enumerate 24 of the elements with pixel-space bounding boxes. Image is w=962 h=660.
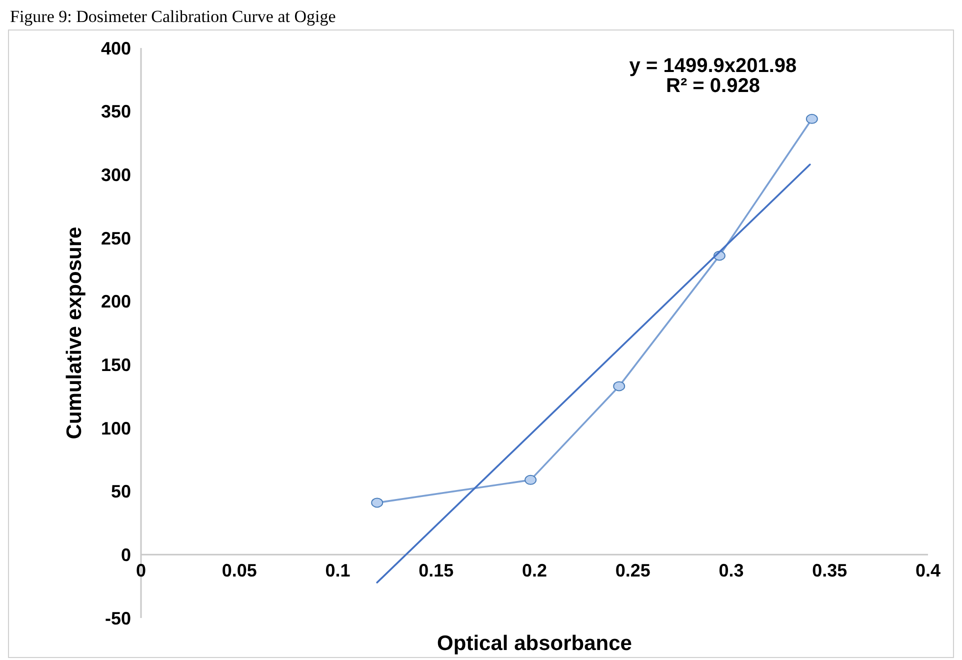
- x-tick-label: 0.4: [915, 560, 941, 581]
- y-tick-label: 100: [100, 418, 131, 438]
- y-tick-label: 250: [100, 228, 131, 248]
- annotation: y = 1499.9x201.98: [629, 55, 797, 77]
- y-tick-label: 50: [110, 482, 131, 502]
- y-axis-title: Cumulative exposure: [63, 226, 86, 440]
- y-tick-label: 0: [120, 544, 131, 565]
- x-tick-label: 0.2: [522, 560, 548, 581]
- annotation: R² = 0.928: [666, 75, 760, 97]
- x-tick-label: 0.3: [718, 560, 744, 581]
- y-tick-label: 150: [100, 354, 131, 375]
- x-tick-label: 0.1: [325, 560, 350, 581]
- y-tick-label: -50: [104, 608, 131, 628]
- x-tick-label: 0.15: [418, 560, 454, 581]
- x-axis-title: Optical absorbance: [437, 632, 632, 655]
- x-tick-label: 0.05: [222, 560, 257, 581]
- chart-title: Figure 9: Dosimeter Calibration Curve at Ogige: [10, 7, 336, 26]
- x-tick-label: 0.35: [812, 560, 848, 581]
- y-tick-label: 400: [100, 38, 131, 58]
- x-tick-label: 0.25: [615, 560, 650, 581]
- y-tick-label: 350: [100, 102, 131, 122]
- x-tick-label: 0: [136, 560, 146, 581]
- y-tick-label: 300: [100, 164, 131, 185]
- y-tick-label: 200: [100, 292, 131, 312]
